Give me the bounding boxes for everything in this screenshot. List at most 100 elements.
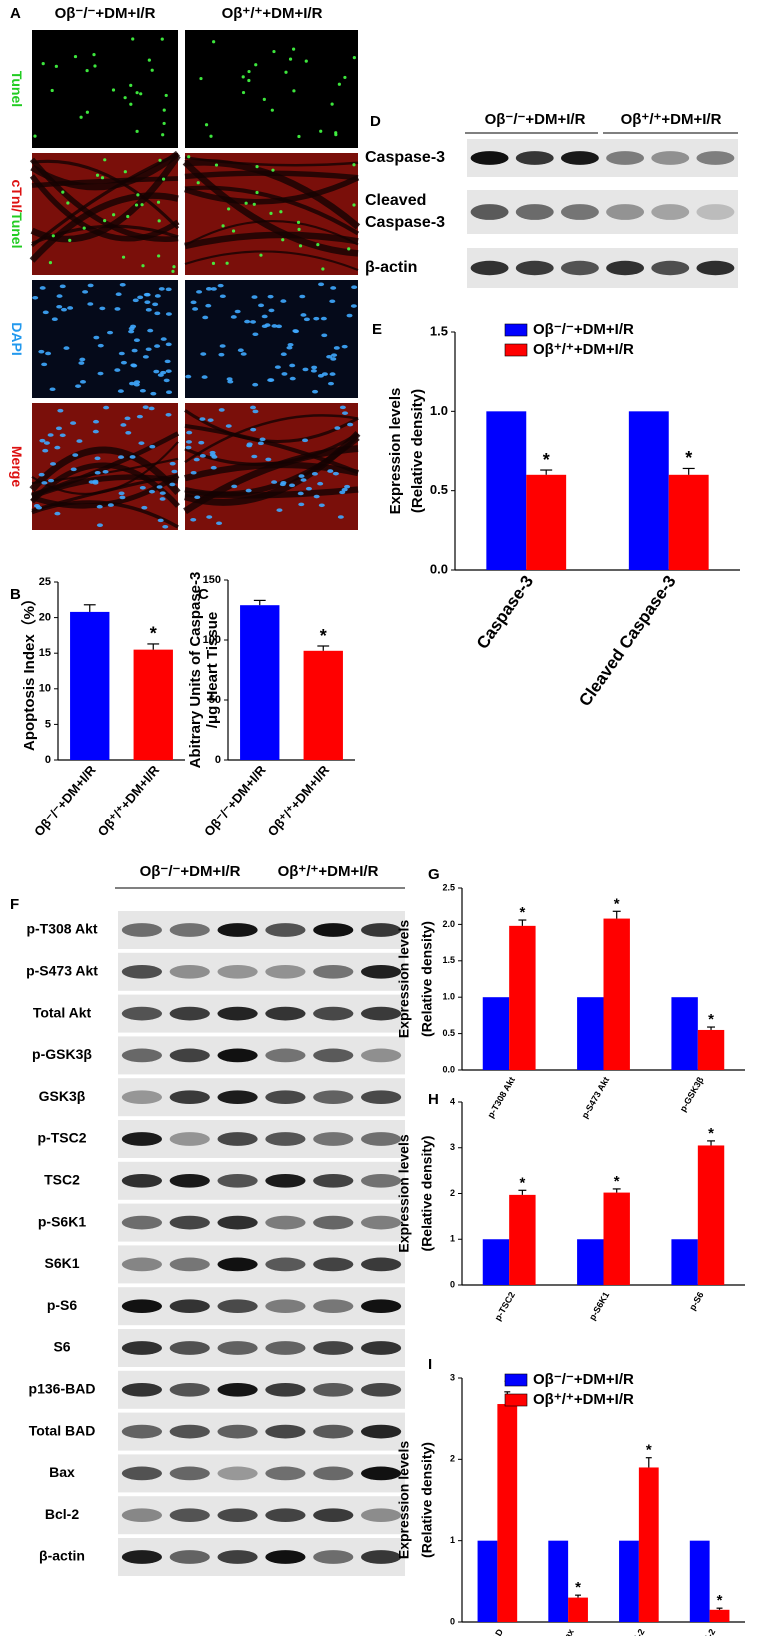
tissue-gap (184, 414, 359, 464)
blot-band (360, 1508, 402, 1523)
nucleus (304, 59, 308, 63)
nucleus (137, 295, 144, 300)
blot-band (313, 1341, 354, 1355)
nucleus (284, 70, 288, 74)
nucleus (139, 92, 143, 96)
nucleus (244, 201, 248, 205)
row-label-part: DAPI (9, 322, 25, 355)
nucleus (111, 88, 116, 92)
nucleus (142, 405, 149, 409)
y-tick-label: 4 (450, 1096, 455, 1106)
nucleus (352, 163, 356, 167)
nucleus (156, 485, 163, 489)
nucleus (159, 497, 166, 501)
nucleus (115, 292, 122, 297)
nucleus (206, 515, 213, 519)
nucleus (216, 521, 223, 526)
blot-band (217, 964, 258, 979)
nucleus (129, 83, 133, 88)
nucleus (48, 261, 53, 265)
nucleus (251, 454, 258, 459)
blot-background (118, 1538, 405, 1576)
bar (603, 1192, 630, 1285)
nucleus (330, 286, 337, 290)
nucleus (234, 309, 241, 314)
nucleus (129, 102, 133, 106)
blot-background (118, 1412, 405, 1451)
tissue-gap (29, 446, 181, 495)
nucleus (321, 333, 328, 338)
nucleus (33, 134, 37, 138)
blot-band (313, 1424, 354, 1439)
nucleus (126, 214, 130, 219)
nucleus (318, 503, 325, 508)
nucleus (94, 456, 101, 461)
nucleus (141, 505, 148, 510)
row-label: Tunel (9, 71, 25, 107)
nucleus (219, 294, 226, 299)
blot-band (217, 1341, 258, 1355)
blot-background (118, 1078, 405, 1117)
nucleus (140, 203, 144, 207)
nucleus (123, 170, 127, 174)
nucleus (271, 168, 275, 172)
nucleus (149, 444, 156, 449)
blot-band (217, 1550, 258, 1564)
nucleus (51, 317, 58, 321)
x-tick-label: Oβ⁺/⁺+DM+I/R (265, 762, 333, 839)
bar (697, 1145, 725, 1285)
nucleus (210, 465, 217, 470)
nucleus (252, 202, 256, 206)
nucleus (339, 405, 346, 410)
nucleus (51, 234, 55, 238)
nucleus (38, 349, 45, 354)
blot-label: p-S6K1 (38, 1213, 86, 1229)
nucleus (281, 372, 288, 376)
nucleus (267, 294, 274, 299)
y-tick-label: 2 (450, 1454, 455, 1464)
nucleus (66, 201, 70, 205)
significance: * (614, 895, 620, 912)
nucleus (131, 37, 135, 41)
nucleus (320, 316, 327, 321)
nucleus (131, 348, 138, 353)
bar (638, 1467, 659, 1622)
panel-letter: F (10, 896, 19, 913)
bar (486, 411, 527, 570)
nucleus (287, 342, 294, 347)
nucleus (205, 287, 212, 291)
blot-band (360, 1215, 402, 1230)
nucleus (252, 409, 259, 414)
blot-band (217, 1173, 258, 1188)
nucleus (271, 480, 278, 484)
blot-band (265, 1466, 306, 1481)
bar (509, 925, 536, 1070)
blot-band (121, 964, 163, 979)
y-tick-label: 1.5 (430, 323, 448, 338)
row-label: Merge (9, 446, 25, 487)
nucleus (114, 368, 121, 372)
nucleus (352, 203, 356, 207)
blot-band (121, 1132, 163, 1146)
nucleus (321, 267, 325, 271)
nucleus (327, 381, 334, 386)
blot-band (121, 1341, 163, 1355)
blot-band (360, 1424, 402, 1439)
blot-band (217, 1006, 258, 1021)
nucleus (55, 426, 62, 431)
blot-label: S6K1 (44, 1255, 79, 1271)
significance: * (519, 904, 525, 921)
nucleus (171, 269, 175, 273)
nucleus (133, 382, 140, 387)
nucleus (298, 474, 305, 478)
nucleus (310, 369, 317, 373)
blot-band (169, 1215, 210, 1230)
nucleus (154, 294, 161, 298)
blot-background (118, 1245, 405, 1284)
nucleus (342, 411, 349, 415)
nucleus (63, 346, 70, 350)
y-axis-label: Apoptosis Index（%） (20, 591, 38, 751)
x-tick-label: p-T308 Akt (485, 1075, 517, 1120)
blot-label: Bax (49, 1464, 75, 1480)
blot-band (560, 204, 599, 220)
